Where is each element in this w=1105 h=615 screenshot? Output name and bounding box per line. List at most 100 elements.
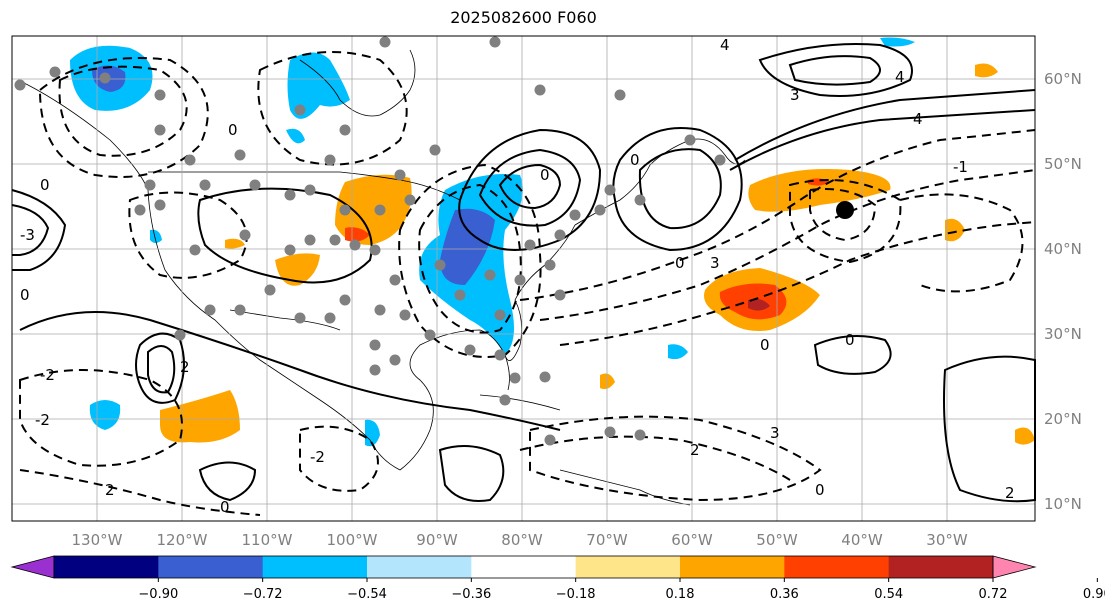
station-marker [389,274,401,286]
contour-label: 0 [20,286,30,304]
contour-neg-plains [128,191,248,279]
contour-neg-pacific [19,369,183,467]
us-mexico-border [229,309,341,331]
station-marker [264,284,276,296]
shade-orange-plains-small [225,238,245,249]
colorbar-segment [784,556,890,578]
colorbar-extend-high [992,555,1037,579]
contour-label: -2 [40,366,55,384]
station-marker [99,72,111,84]
station-marker [714,154,726,166]
station-marker [369,339,381,351]
shade-orange-southwest [275,253,320,286]
coastline-south-am [559,469,691,506]
lon-label: 80°W [501,531,543,549]
contour-neg-tropics [529,415,822,502]
coastline-florida [504,354,510,391]
colorbar-tick-labels: −0.90 −0.72 −0.54 −0.36 −0.18 0.18 0.36 0.54 0.7… [138,578,1105,602]
station-marker [569,209,581,221]
station-marker [304,184,316,196]
shade-orange-n-atlantic [748,169,891,212]
station-marker [399,309,411,321]
colorbar-segment [680,556,785,578]
contour-label: 2 [180,358,190,376]
contour-label: -1 [953,158,968,176]
shade-orange-far-e-atl3 [1015,427,1035,445]
station-marker [634,429,646,441]
contour-label: 4 [895,68,905,86]
station-marker [374,204,386,216]
colorbar-frame [53,555,994,579]
station-marker [514,274,526,286]
shade-blue-hudson [287,52,350,119]
colorbar-segment [471,556,577,578]
contour-label-layer: 0 0 -3 4 4 -1 4 3 0 3 0 0 3 0 2 -2 -2 2 … [20,36,1015,516]
station-marker [499,394,511,406]
station-marker [394,169,406,181]
contour-pos-greenland-2 [788,55,881,86]
station-marker [329,234,341,246]
contours-positive [11,43,1036,503]
coastline-gulf [399,224,576,471]
station-marker [434,259,446,271]
contour-label: 0 [675,254,685,272]
contour-pos-south [19,311,561,431]
contour-label: 0 [228,121,238,139]
station-marker [349,239,361,251]
contour-pos-atl-high [612,127,743,252]
station-marker [339,124,351,136]
contour-pos-w-pacific-2 [11,204,50,256]
lon-label: 40°W [841,531,883,549]
lon-label: 100°W [327,531,378,549]
station-marker [494,309,506,321]
station-marker [339,294,351,306]
contour-pos-pacific-south [198,461,257,502]
coastline-ne-na [574,138,746,226]
contour-pos-mid-atl [813,335,892,375]
contour-neg-atl-band [519,129,1036,301]
contour-pos-carib-ring [438,445,505,502]
station-marker [524,239,536,251]
contour-pos-w-pacific [11,189,67,271]
station-marker [489,36,501,48]
station-marker [324,154,336,166]
contour-label: 2 [690,441,700,459]
shade-blue-sw [150,229,162,243]
lat-label: 20°N [1044,410,1082,428]
contour-label: 2 [105,481,115,499]
station-marker [234,149,246,161]
colorbar-tick-label: 0.54 [874,587,903,602]
lon-label: 110°W [242,531,293,549]
station-marker [454,289,466,301]
contour-label: 3 [790,86,800,104]
contour-label: 0 [220,498,230,516]
station-marker [539,371,551,383]
station-marker [134,204,146,216]
colorbar [10,555,1037,579]
station-marker [554,229,566,241]
lat-label: 60°N [1044,70,1082,88]
station-marker [189,244,201,256]
station-marker [404,194,416,206]
contour-pos-ne-us [458,128,602,251]
storm-center-marker [836,201,854,219]
contour-neg-nw-2 [38,57,209,178]
contour-pos-e-pacific-2 [147,345,176,394]
station-marker [554,289,566,301]
shade-blue-far-e-atl [880,37,915,47]
contour-label: 0 [815,481,825,499]
shade-orange-far-e-atl2 [975,63,998,78]
contour-label: 3 [710,254,720,272]
station-marker [389,354,401,366]
station-marker [464,344,476,356]
contour-label: -2 [310,448,325,466]
contour-neg-carib [299,425,379,492]
station-marker [494,349,506,361]
station-marker [614,89,626,101]
shading-layer [70,37,1035,447]
contour-pos-c-us [197,187,373,284]
station-marker [49,66,61,78]
lon-label: 70°W [586,531,628,549]
lon-label: 30°W [926,531,968,549]
